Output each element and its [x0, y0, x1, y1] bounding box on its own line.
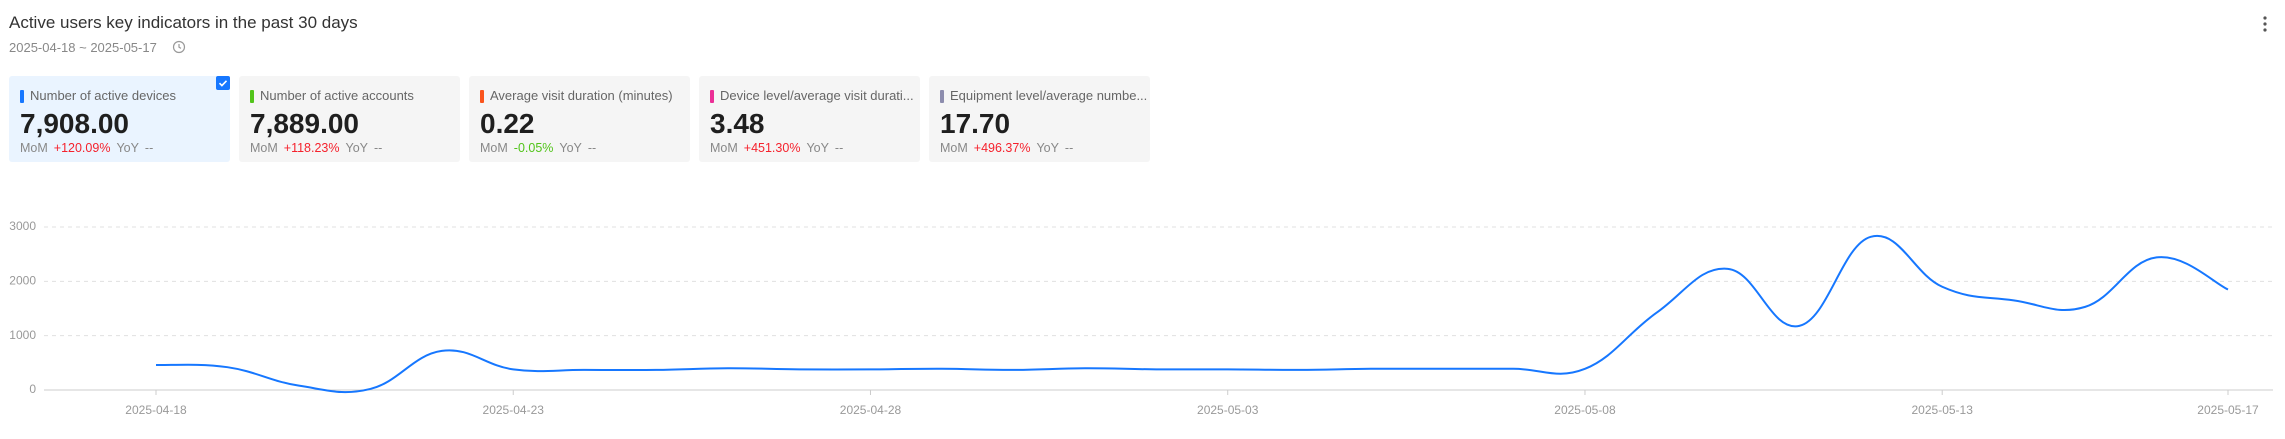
checkbox[interactable] — [216, 76, 230, 90]
y-tick-label: 2000 — [9, 274, 36, 288]
x-tick-label: 2025-05-17 — [2197, 403, 2259, 417]
x-tick-label: 2025-04-28 — [840, 403, 902, 417]
clock-icon[interactable] — [172, 40, 186, 54]
card-value: 7,889.00 — [250, 108, 359, 139]
card-label: Device level/average visit durati... — [720, 88, 914, 103]
mom-label: MoM — [250, 141, 278, 155]
y-tick-label: 3000 — [9, 219, 36, 233]
x-tick-label: 2025-04-23 — [483, 403, 545, 417]
mom-value: +118.23% — [283, 141, 340, 155]
yoy-value: -- — [834, 141, 844, 155]
mom-label: MoM — [480, 141, 508, 155]
indicator-card[interactable]: Device level/average visit durati... 3.48… — [699, 76, 920, 162]
y-tick-label: 0 — [29, 382, 36, 396]
checkmark — [218, 80, 228, 87]
color-indicator — [20, 90, 24, 103]
indicator-card[interactable]: Number of active devices 7,908.00 MoM +120.… — [9, 76, 230, 162]
indicator-card[interactable]: Average visit duration (minutes) 0.22 MoM -… — [469, 76, 690, 162]
yoy-label: YoY — [559, 141, 582, 155]
comparison-row: MoM +496.37% YoY -- — [940, 141, 1079, 155]
yoy-value: -- — [1064, 141, 1074, 155]
comparison-row: MoM -0.05% YoY -- — [480, 141, 602, 155]
more-menu[interactable] — [2260, 14, 2270, 34]
x-tick-label: 2025-04-18 — [125, 403, 187, 417]
card-label: Average visit duration (minutes) — [490, 88, 673, 103]
card-value: 17.70 — [940, 108, 1011, 139]
yoy-value: -- — [587, 141, 597, 155]
x-tick-label: 2025-05-08 — [1554, 403, 1616, 417]
x-tick-label: 2025-05-13 — [1912, 403, 1974, 417]
y-tick-label: 1000 — [9, 328, 36, 342]
checkbox-box — [216, 76, 230, 90]
mom-label: MoM — [20, 141, 48, 155]
card-label: Number of active accounts — [260, 88, 414, 103]
mom-value: +451.30% — [743, 141, 801, 155]
date-range: 2025-04-18 ~ 2025-05-17 — [9, 40, 157, 55]
card-label: Equipment level/average numbe... — [950, 88, 1148, 103]
card-label: Number of active devices — [30, 88, 176, 103]
comparison-row: MoM +451.30% YoY -- — [710, 141, 849, 155]
mom-label: MoM — [940, 141, 968, 155]
mom-value: +496.37% — [973, 141, 1031, 155]
comparison-row: MoM +120.09% YoY -- — [20, 141, 159, 155]
color-indicator — [940, 90, 944, 103]
color-indicator — [710, 90, 714, 103]
card-value: 0.22 — [480, 108, 535, 139]
yoy-value: -- — [374, 141, 383, 155]
yoy-label: YoY — [806, 141, 829, 155]
card-value: 7,908.00 — [20, 108, 129, 139]
color-indicator — [480, 90, 484, 103]
yoy-label: YoY — [1036, 141, 1059, 155]
mom-label: MoM — [710, 141, 738, 155]
title: Active users key indicators in the past … — [9, 13, 358, 32]
comparison-row: MoM +118.23% YoY -- — [250, 141, 388, 155]
x-tick-label: 2025-05-03 — [1197, 403, 1259, 417]
yoy-value: -- — [144, 141, 154, 155]
color-indicator — [250, 90, 254, 103]
indicator-card[interactable]: Number of active accounts 7,889.00 MoM +118… — [239, 76, 460, 162]
mom-value: +120.09% — [53, 141, 111, 155]
card-value: 3.48 — [710, 108, 765, 139]
yoy-label: YoY — [116, 141, 139, 155]
line-series — [155, 234, 2229, 394]
mom-value: -0.05% — [513, 141, 554, 155]
yoy-label: YoY — [345, 141, 368, 155]
indicator-card[interactable]: Equipment level/average numbe... 17.70 MoM… — [929, 76, 1150, 162]
